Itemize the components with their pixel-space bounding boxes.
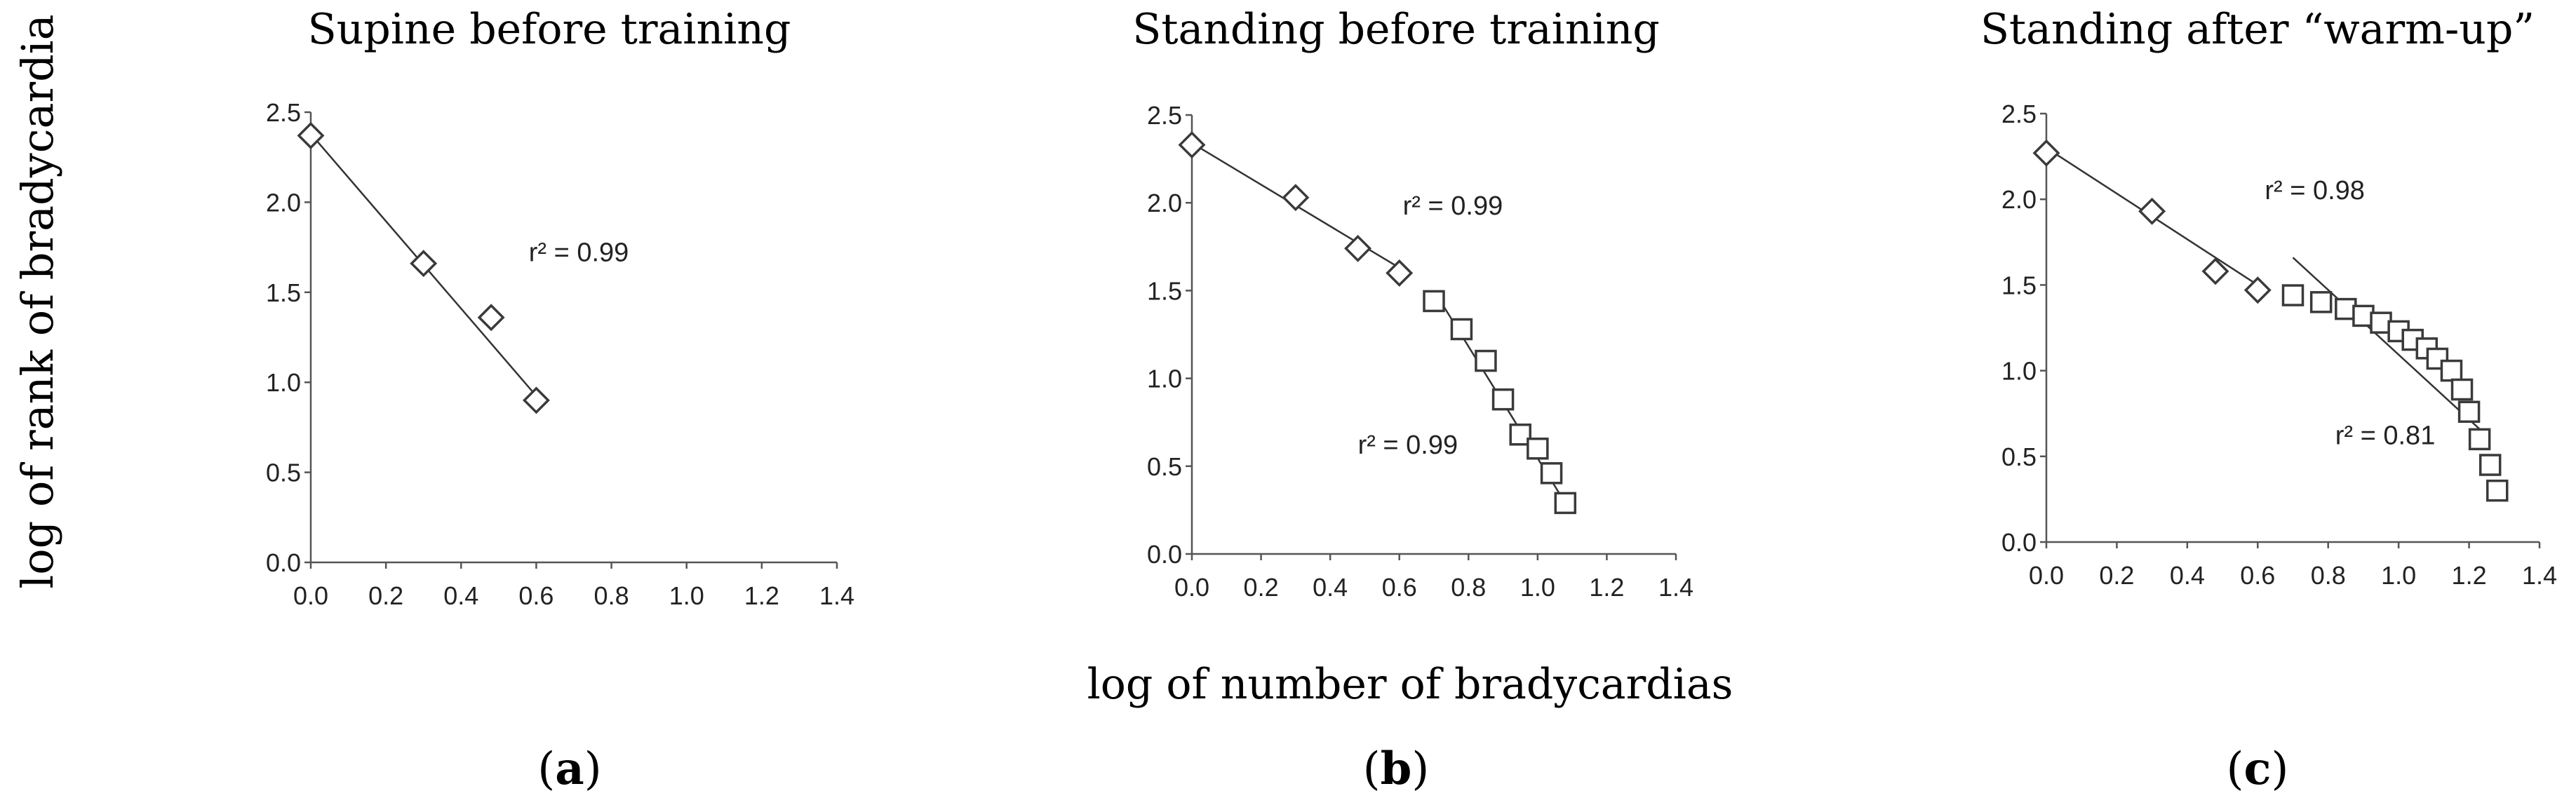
- y-tick-label: 2.5: [266, 98, 301, 127]
- diamond-point: [1178, 131, 1206, 159]
- y-tick-label: 2.0: [2001, 185, 2037, 214]
- y-tick-label: 1.0: [266, 368, 301, 397]
- r-squared-annotation: r² = 0.99: [1358, 431, 1458, 460]
- square-point: [2468, 428, 2491, 451]
- diamond-point: [1282, 184, 1310, 212]
- panel-label: (c): [2227, 743, 2289, 795]
- x-tick-label: 1.4: [1658, 573, 1693, 602]
- square-point: [1491, 388, 1515, 411]
- x-tick-label: 0.0: [293, 581, 328, 610]
- square-point: [1450, 318, 1473, 341]
- square-point: [1527, 438, 1549, 460]
- diamond-point: [2243, 276, 2272, 304]
- x-tick-label: 0.0: [2029, 561, 2064, 590]
- panel-a: Supine before training 0.0 0.5 1.0 1.5 2.0 2.5…: [266, 5, 854, 795]
- x-tick-label: 0.0: [1174, 573, 1209, 602]
- diamond-point: [1344, 234, 1372, 262]
- x-tick-label: 1.4: [819, 581, 854, 610]
- x-tick-label: 0.6: [518, 581, 554, 610]
- x-axis-label: log of number of bradycardias: [1087, 660, 1733, 709]
- panel-label: (a): [537, 743, 601, 795]
- diamond-point: [2138, 197, 2166, 225]
- square-point: [1554, 492, 1577, 515]
- x-tick-label: 0.4: [2170, 561, 2205, 590]
- x-tick-label: 0.8: [594, 581, 629, 610]
- y-tick-label: 1.5: [2001, 271, 2037, 299]
- r-squared-annotation: r² = 0.99: [1403, 191, 1503, 221]
- x-tick-label: 1.2: [744, 581, 779, 610]
- y-tick-label: 2.5: [2001, 100, 2037, 128]
- r-squared-annotation: r² = 0.81: [2335, 421, 2436, 450]
- x-tick-label: 0.8: [1451, 573, 1486, 602]
- diamond-point: [2201, 257, 2229, 285]
- x-tick-label: 1.0: [2381, 561, 2416, 590]
- r-squared-annotation: r² = 0.98: [2265, 176, 2365, 205]
- x-tick-label: 0.2: [1244, 573, 1279, 602]
- y-tick-label: 1.0: [2001, 357, 2037, 386]
- square-point: [2450, 378, 2474, 401]
- square-point: [1423, 290, 1445, 313]
- square-point: [2309, 291, 2333, 313]
- y-tick-label: 2.5: [1147, 101, 1182, 130]
- y-tick-label: 2.0: [266, 188, 301, 217]
- diamond-point: [297, 121, 325, 149]
- panel-label: (b): [1363, 743, 1430, 795]
- square-point: [1475, 349, 1497, 372]
- square-point: [1540, 462, 1563, 485]
- r-squared-annotation: r² = 0.99: [529, 238, 629, 267]
- y-tick-label: 0.0: [266, 548, 301, 577]
- diamond-point: [477, 304, 505, 332]
- x-tick-label: 0.4: [443, 581, 478, 610]
- square-point: [2281, 284, 2305, 306]
- x-tick-label: 0.2: [2099, 561, 2134, 590]
- x-tick-label: 1.2: [1589, 573, 1624, 602]
- y-tick-label: 2.0: [1147, 189, 1182, 217]
- x-tick-label: 1.0: [1520, 573, 1555, 602]
- diamond-point: [410, 250, 438, 278]
- panel-title: Standing after “warm-up”: [1980, 5, 2535, 54]
- x-tick-label: 0.6: [1382, 573, 1417, 602]
- regression-line: [2292, 257, 2484, 433]
- y-tick-label: 1.5: [266, 278, 301, 307]
- diamond-point: [522, 386, 550, 414]
- y-axis-label: log of rank of bradycardia: [12, 14, 63, 588]
- y-tick-label: 0.0: [2001, 528, 2037, 557]
- x-tick-label: 1.4: [2522, 561, 2557, 590]
- diamond-point: [1386, 259, 1414, 287]
- panel-b: Standing before training 0.0 0.5 1.0 1.5 2.0 2…: [1132, 5, 1693, 795]
- diamond-point: [2032, 139, 2060, 167]
- panel-title: Standing before training: [1132, 5, 1660, 54]
- y-tick-label: 0.0: [1147, 540, 1182, 569]
- x-tick-label: 0.8: [2311, 561, 2346, 590]
- x-tick-label: 0.2: [368, 581, 403, 610]
- panel-title: Supine before training: [308, 5, 791, 54]
- x-tick-label: 0.6: [2240, 561, 2275, 590]
- y-tick-label: 1.5: [1147, 276, 1182, 305]
- x-tick-label: 1.0: [669, 581, 704, 610]
- square-point: [2457, 400, 2481, 424]
- panel-c: Standing after “warm-up” 0.0 0.5 1.0 1.5 2.0 2…: [1980, 5, 2557, 795]
- x-tick-label: 0.4: [1313, 573, 1348, 602]
- y-tick-label: 0.5: [266, 459, 301, 487]
- y-tick-label: 1.0: [1147, 365, 1182, 393]
- square-point: [2478, 454, 2502, 476]
- square-point: [2486, 479, 2509, 502]
- square-point: [2440, 359, 2463, 382]
- y-tick-label: 0.5: [1147, 452, 1182, 481]
- y-tick-label: 0.5: [2001, 442, 2037, 471]
- x-tick-label: 1.2: [2452, 561, 2487, 590]
